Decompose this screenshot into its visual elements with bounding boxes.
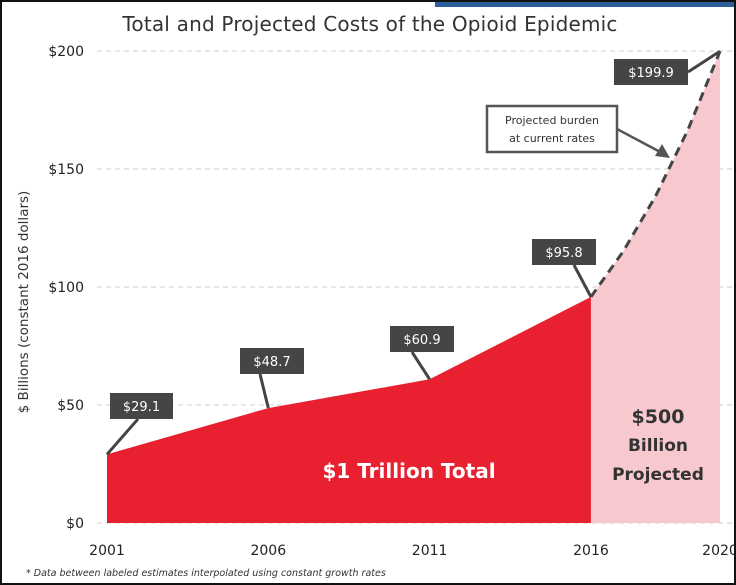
- y-tick-label: $0: [66, 516, 84, 532]
- projection-callout-line: at current rates: [509, 132, 595, 145]
- projection-callout-box: [485, 104, 619, 154]
- data-label: $48.7: [253, 355, 290, 370]
- data-label-leader: [105, 418, 140, 456]
- data-label-box: [614, 59, 688, 85]
- x-tick-label: 2011: [412, 543, 448, 559]
- footnote: * Data between labeled estimates interpo…: [26, 568, 386, 579]
- data-label: $95.8: [545, 246, 582, 261]
- data-label: $60.9: [403, 333, 440, 348]
- data-label: $29.1: [123, 400, 160, 415]
- historic-cost-area: [107, 296, 591, 523]
- data-label-box: [110, 393, 173, 419]
- projection-dashed-line: [589, 50, 722, 298]
- historic-total-label: $1 Trillion Total: [322, 459, 495, 483]
- data-label-leader: [258, 373, 270, 409]
- data-label-leader: [572, 264, 593, 298]
- projection-callout-line: Projected burden: [505, 114, 599, 127]
- x-tick-label: 2016: [573, 543, 609, 559]
- projection-callout-arrowhead: [655, 144, 670, 158]
- projected-total-label: Billion: [628, 436, 688, 456]
- projected-total-label: Projected: [612, 465, 704, 485]
- y-tick-label: $150: [48, 162, 84, 178]
- projected-total-label: $500: [632, 406, 685, 428]
- data-label-box: [390, 326, 454, 352]
- y-tick-label: $50: [57, 398, 84, 414]
- y-tick-label: $200: [48, 44, 84, 60]
- projected-cost-area: [590, 51, 720, 524]
- data-label-leader: [410, 351, 431, 381]
- projection-callout-arrow-line: [616, 127, 665, 156]
- data-label-box: [240, 348, 304, 374]
- y-tick-label: $100: [48, 280, 84, 296]
- data-label-leader: [687, 49, 721, 74]
- data-label-box: [532, 239, 596, 265]
- x-tick-label: 2001: [89, 543, 125, 559]
- x-tick-label: 2006: [250, 543, 286, 559]
- top-accent-band: [435, 2, 734, 7]
- chart-title: Total and Projected Costs of the Opioid …: [122, 12, 618, 36]
- x-tick-label: 2020: [702, 543, 736, 559]
- data-label: $199.9: [628, 66, 674, 81]
